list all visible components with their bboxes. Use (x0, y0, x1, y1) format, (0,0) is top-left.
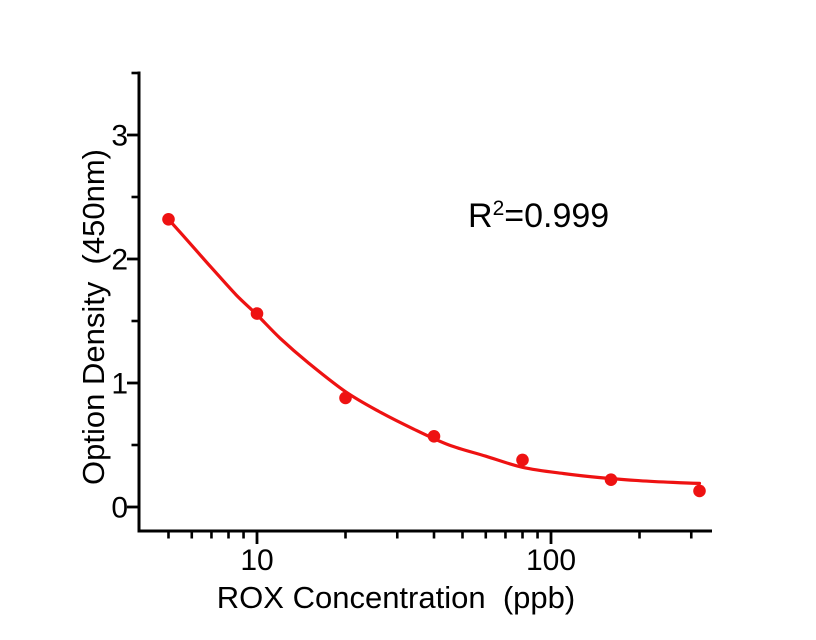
y-tick-label: 1 (111, 368, 128, 401)
r-squared-value: =0.999 (504, 197, 609, 235)
r-squared-base: R (468, 197, 493, 235)
y-tick-label: 0 (111, 492, 128, 525)
r-squared-annotation: R2=0.999 (468, 197, 609, 235)
axis-tick-labels: 10 100 0 1 2 3 (111, 120, 576, 578)
data-point (516, 453, 529, 467)
data-point (693, 484, 706, 498)
y-axis-title: Option Density (450nm) (76, 149, 111, 485)
data-point (339, 391, 352, 405)
data-point (162, 213, 175, 226)
y-tick-label: 2 (111, 244, 128, 277)
r-squared-superscript: 2 (493, 197, 505, 220)
data-point (427, 430, 441, 443)
fit-curve-path (166, 217, 702, 485)
x-tick-label: 10 (240, 544, 273, 577)
data-point (250, 307, 264, 320)
y-tick-label: 3 (111, 120, 128, 153)
axis-ticks (127, 71, 693, 544)
data-points (162, 213, 706, 498)
data-point (604, 473, 618, 487)
x-axis-title: ROX Concentration (ppb) (217, 580, 575, 615)
x-tick-label: 100 (526, 544, 576, 577)
